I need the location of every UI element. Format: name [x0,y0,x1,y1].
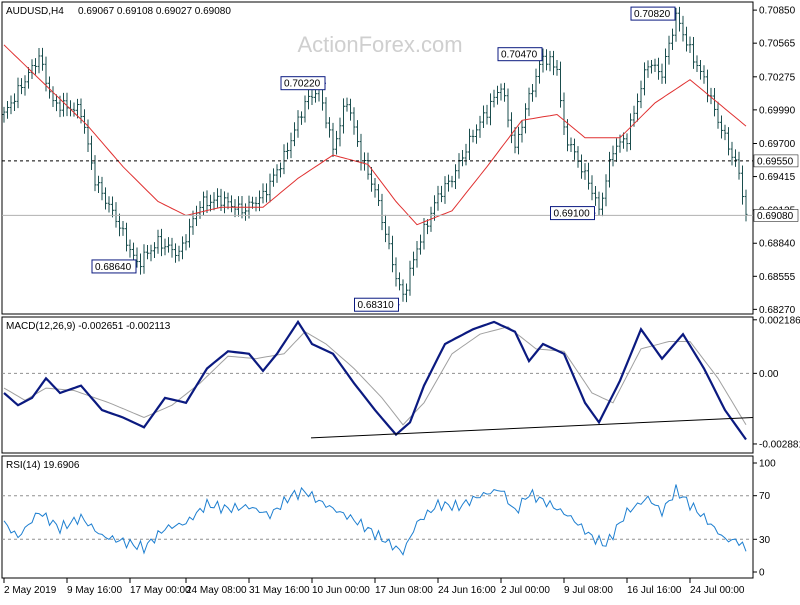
price-axis-label: 0.70850 [759,6,796,17]
price-axis-label: 0.69415 [759,172,796,183]
rsi-axis-label: 30 [759,535,771,546]
macd-signal-line [3,326,747,426]
annotation-label: 0.70470 [501,50,538,61]
time-label: 17 Jun 08:00 [375,585,433,596]
annotation-label: 0.69100 [554,209,591,220]
price-annotations: 0.70820 0.70470 0.70220 0.69100 0.68640 0.683… [91,6,676,312]
time-label: 2 Jul 00:00 [501,585,550,596]
time-label: 9 May 16:00 [67,585,122,596]
macd-axis-label: -0.002881 [759,439,800,450]
rsi-label: RSI(14) 19.6906 [6,460,80,471]
symbol-label: AUDUSD,H4 [6,6,64,17]
time-label: 16 Jul 16:00 [627,585,682,596]
rsi-panel-border [1,455,754,579]
current-price-tag-label: 0.69080 [757,211,794,222]
price-axis-label: 0.69990 [759,105,796,116]
price-panel-border [1,1,754,315]
rsi-axis-label: 70 [759,491,771,502]
macd-axis: 0.002186 0.00 -0.002881 [753,315,800,450]
macd-panel[interactable]: MACD(12,26,9) -0.002651 -0.002113 0.0021… [1,315,800,454]
resistance-tag-box [753,154,799,168]
macd-axis-label: 0.00 [759,369,779,380]
annotation-label: 0.70820 [634,9,671,20]
macd-trendline [310,416,754,439]
rsi-levels [2,495,753,540]
rsi-axis-label: 0 [759,568,765,579]
price-axis-label: 0.68840 [759,239,796,250]
rsi-axis-label: 100 [759,459,776,470]
time-label: 24 May 08:00 [186,585,247,596]
time-label: 17 May 00:00 [130,585,191,596]
macd-main-line [3,319,747,441]
watermark: ActionForex.com [297,32,462,57]
current-price-tag-box [753,209,799,222]
macd-axis-label: 0.002186 [759,315,800,326]
price-axis-label: 0.68270 [759,305,796,316]
moving-average-line [3,44,747,226]
ohlc-label: 0.69067 0.69108 0.69027 0.69080 [78,6,231,17]
resistance-tag-label: 0.69550 [757,156,794,167]
time-label: 31 May 16:00 [249,585,310,596]
price-axis-label: 0.70565 [759,39,796,50]
price-axis-label: 0.70275 [759,72,796,83]
price-axis: 0.70850 0.70565 0.70275 0.69990 0.69700 0.694… [753,6,799,316]
annotation-label: 0.70220 [284,79,321,90]
time-label: 2 May 2019 [4,585,57,596]
price-panel[interactable]: ActionForex.com AUDUSD,H4 0.69067 0.6910… [1,1,799,316]
time-label: 9 Jul 08:00 [564,585,613,596]
rsi-panel[interactable]: RSI(14) 19.6906 100 70 30 0 [1,455,776,579]
rsi-axis: 100 70 30 0 [753,459,776,579]
time-label: 24 Jul 00:00 [690,585,745,596]
annotation-label: 0.68310 [358,300,395,311]
macd-panel-border [1,316,754,454]
macd-label: MACD(12,26,9) -0.002651 -0.002113 [6,321,171,332]
annotation-label: 0.68640 [95,262,132,273]
rsi-line [3,484,747,556]
price-axis-label: 0.68555 [759,272,796,283]
price-axis-label: 0.69700 [759,139,796,150]
time-label: 10 Jun 00:00 [312,585,370,596]
time-label: 24 Jun 16:00 [438,585,496,596]
